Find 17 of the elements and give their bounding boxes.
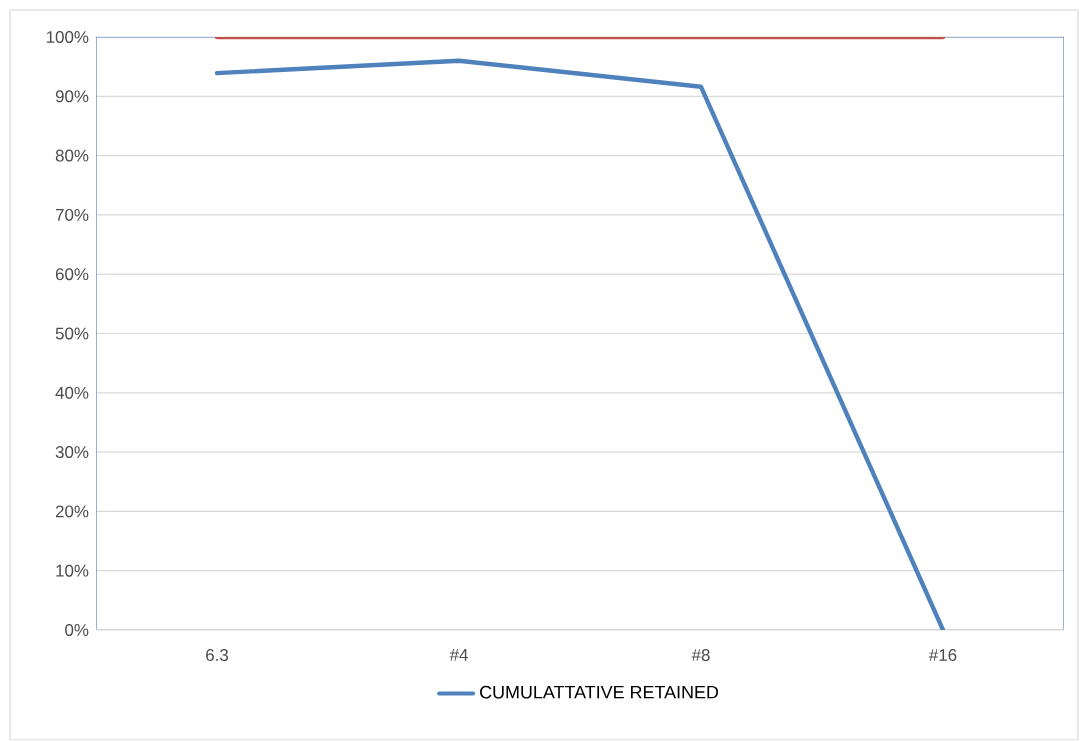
y-tick-label: 60% [55,268,89,281]
y-tick-label: 40% [55,387,89,400]
y-tick-label: 0% [65,624,89,637]
x-tick-label: #8 [691,649,710,662]
y-tick-label: 90% [55,90,89,103]
y-tick-label: 20% [55,505,89,518]
y-tick-label: 80% [55,149,89,162]
y-tick-label: 100% [46,31,89,44]
y-tick-label: 70% [55,209,89,222]
y-tick-label: 10% [56,564,89,577]
y-tick-label: 30% [55,446,89,459]
x-tick-label: #16 [928,649,957,662]
line-series [214,58,946,631]
y-tick-label: 50% [55,327,89,340]
legend-label: CUMULATTATIVE RETAINED [480,686,719,699]
x-tick-label: #4 [449,649,468,661]
x-tick-label: 6.3 [206,649,229,662]
